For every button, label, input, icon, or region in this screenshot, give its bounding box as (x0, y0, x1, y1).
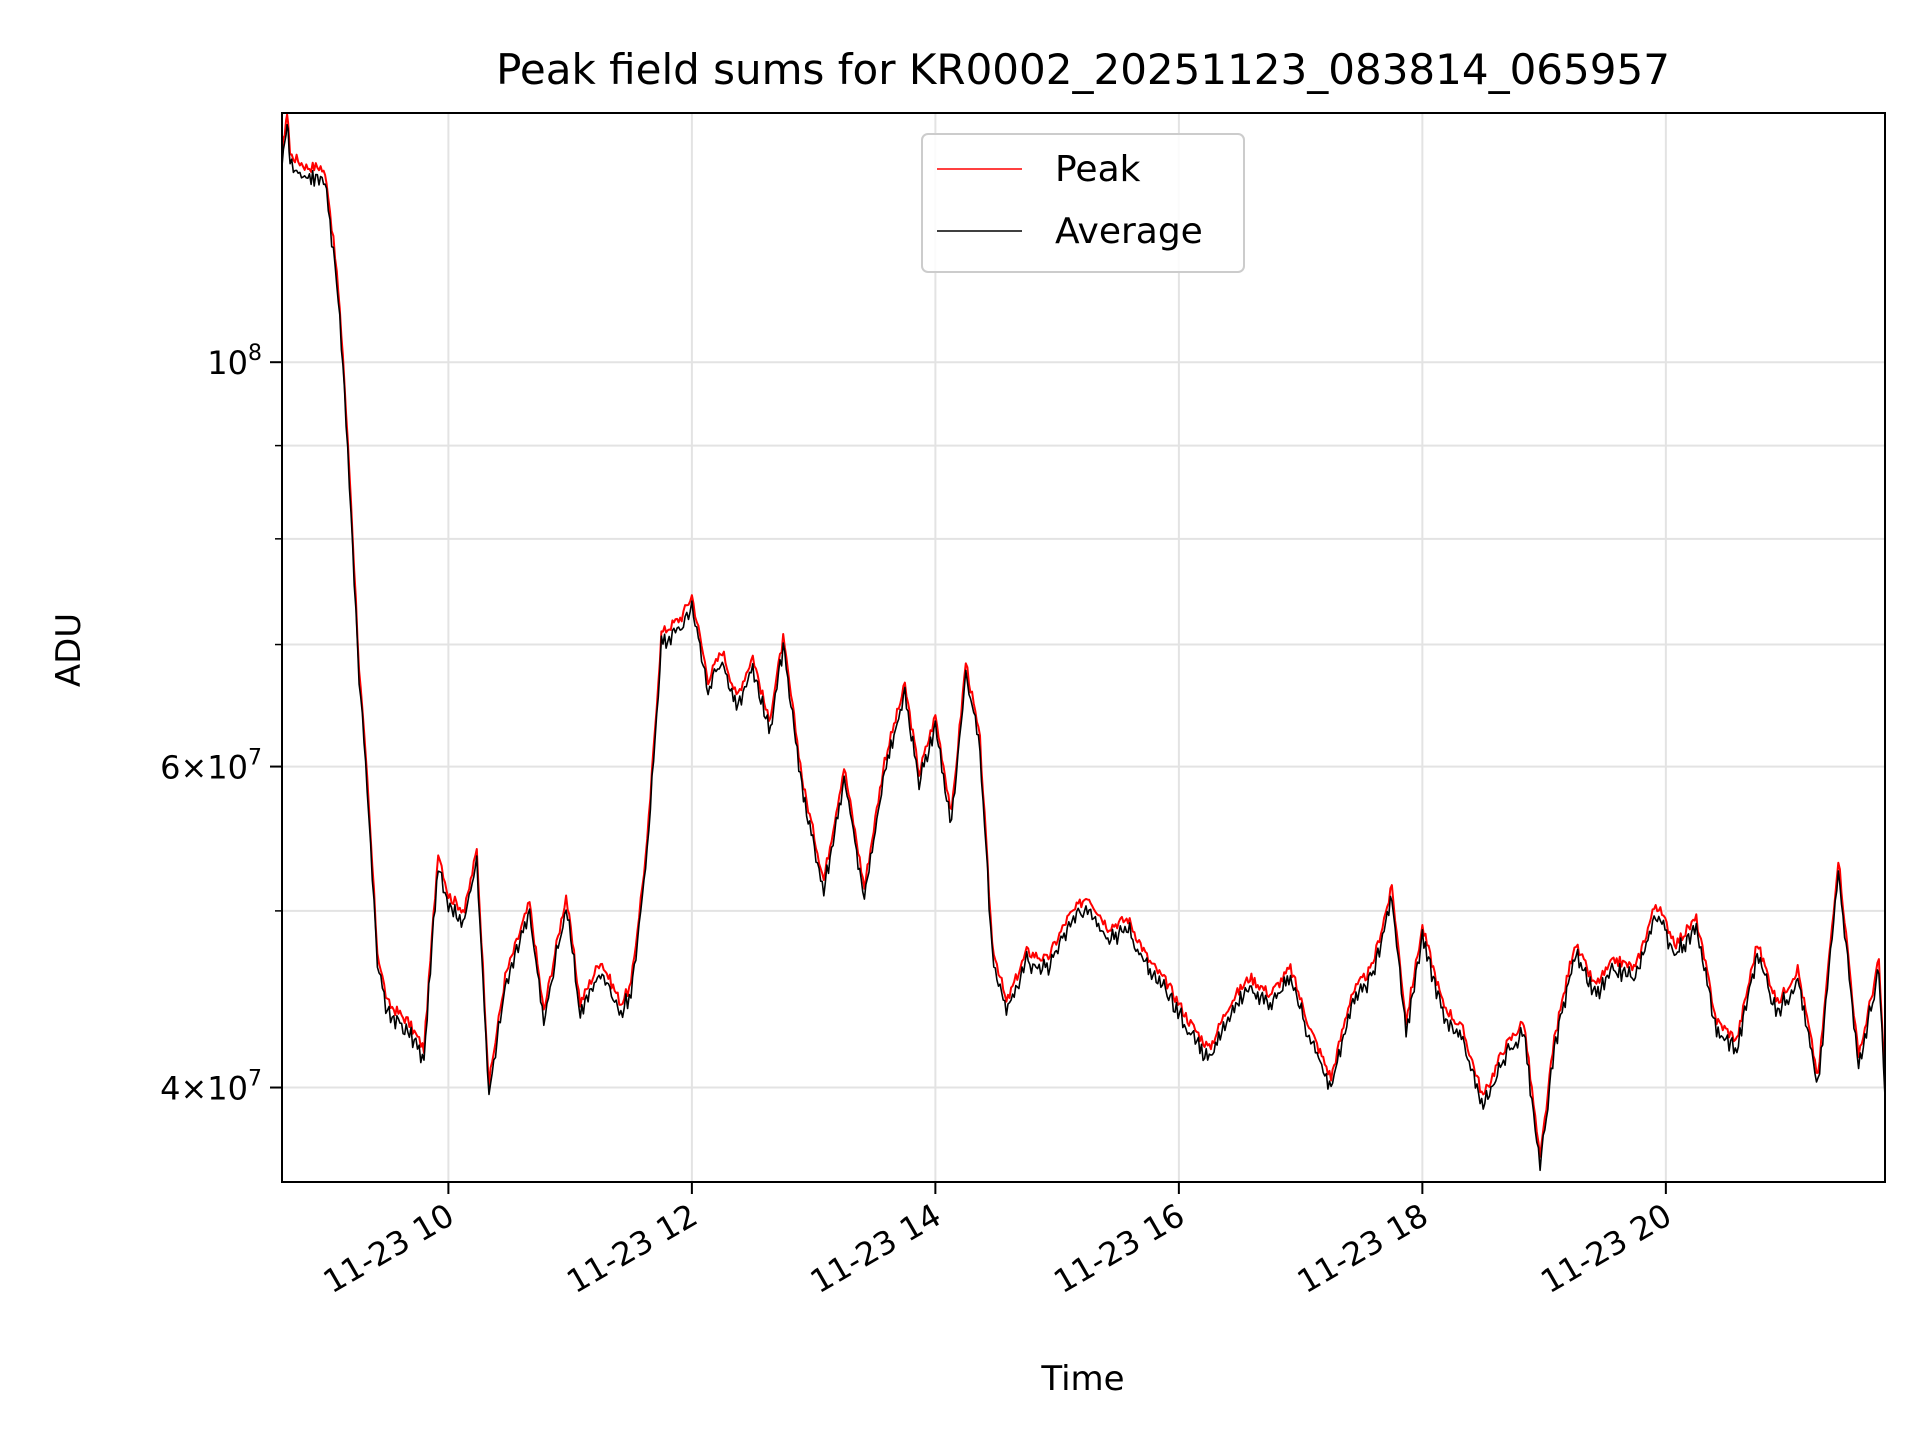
y-tick-base: 4×10 (160, 1070, 248, 1108)
y-tick-exponent: 7 (248, 1067, 262, 1092)
y-tick-base: 10 (207, 344, 248, 382)
series-layer (281, 113, 1886, 1172)
y-tick-label: 6×107 (160, 746, 262, 787)
y-tick-exponent: 7 (248, 746, 262, 771)
y-tick-label: 108 (207, 341, 262, 382)
x-axis-title: Time (1040, 1359, 1124, 1399)
legend-label-average: Average (1055, 211, 1203, 252)
plot-frame (281, 112, 1886, 1183)
y-tick-base: 6×10 (160, 749, 248, 787)
grid (282, 113, 1885, 1182)
y-axis-title: ADU (49, 613, 89, 687)
series-line-average (281, 123, 1886, 1172)
chart-title: Peak field sums for KR0002_20251123_0838… (496, 45, 1670, 94)
legend-label-peak: Peak (1055, 149, 1141, 190)
y-tick-label: 4×107 (160, 1067, 262, 1108)
legend: Peak Average (921, 133, 1245, 273)
y-tick-exponent: 8 (248, 341, 262, 366)
series-line-peak (281, 113, 1886, 1158)
